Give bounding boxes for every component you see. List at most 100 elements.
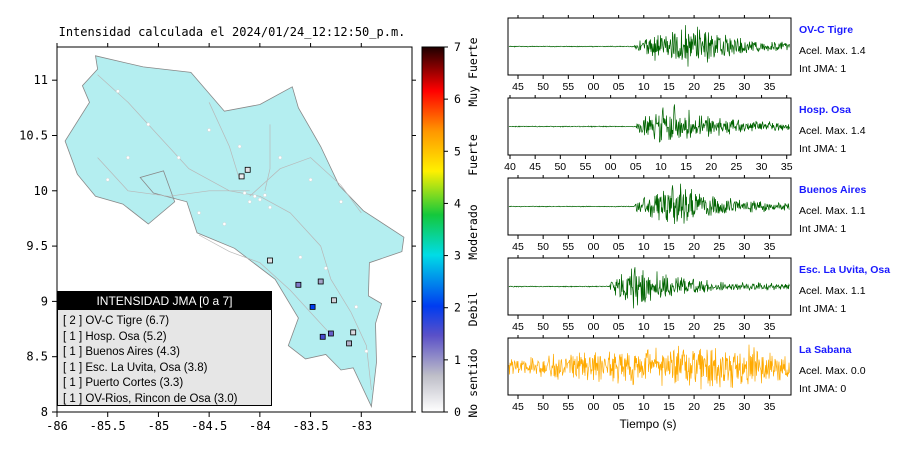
legend-item: [ 1 ] Buenos Aires (4.3) bbox=[63, 346, 180, 358]
waveform-line bbox=[508, 183, 790, 225]
trace-acel-max: Acel. Max. 1.4 bbox=[799, 125, 866, 137]
town-dot bbox=[258, 197, 262, 202]
waveform-line bbox=[508, 344, 790, 390]
trace-x-tick-label: 55 bbox=[562, 321, 574, 333]
town-dot bbox=[354, 305, 359, 309]
trace-x-tick-label: 45 bbox=[512, 401, 524, 413]
costa-rica-landmass bbox=[64, 55, 405, 408]
seismogram-panel: 45 50 55 00 05 10 15 20 25 30 35 OV-C Tigre Acel. Ma… bbox=[507, 15, 866, 93]
trace-x-tick-label: 00 bbox=[588, 241, 600, 253]
x-tick-label: -83.5 bbox=[293, 419, 329, 433]
town-dot bbox=[105, 177, 110, 182]
y-tick-label: 9.5 bbox=[26, 239, 48, 253]
trace-x-tick-label: 05 bbox=[630, 161, 642, 173]
legend-item: [ 1 ] Hosp. Osa (5.2) bbox=[63, 330, 167, 343]
trace-x-tick-label: 20 bbox=[688, 321, 700, 333]
trace-x-tick-label: 10 bbox=[638, 321, 650, 333]
trace-x-tick-label: 20 bbox=[688, 241, 700, 253]
trace-x-tick-label: 35 bbox=[764, 241, 776, 253]
trace-int-jma: Int JMA: 0 bbox=[799, 383, 846, 395]
road-line bbox=[259, 195, 372, 390]
x-tick-label: -85 bbox=[148, 419, 170, 433]
trace-x-tick-label: 15 bbox=[663, 81, 675, 93]
road-line bbox=[97, 157, 250, 197]
seismogram-panel: 45 50 55 00 05 10 15 20 25 30 35 Esc. La Uvita, Osa… bbox=[507, 255, 890, 333]
time-axis-label: Tiempo (s) bbox=[620, 417, 677, 431]
trace-station-name: Hosp. Osa bbox=[799, 104, 851, 116]
town-dot bbox=[197, 211, 201, 215]
town-dot bbox=[207, 128, 211, 132]
trace-x-tick-label: 25 bbox=[713, 241, 725, 253]
trace-x-tick-label: 00 bbox=[588, 321, 600, 333]
trace-x-tick-label: 25 bbox=[713, 321, 725, 333]
colorbar-category-label: Fuerte bbox=[466, 134, 480, 176]
trace-x-tick-label: 10 bbox=[638, 241, 650, 253]
trace-x-tick-label: 30 bbox=[756, 161, 768, 173]
colorbar-tick-label: 7 bbox=[454, 40, 461, 54]
colorbar-category-label: No sentido bbox=[466, 348, 480, 417]
town-dot bbox=[298, 255, 303, 260]
town-dot bbox=[247, 199, 252, 204]
road-line bbox=[97, 74, 260, 197]
intensity-legend: INTENSIDAD JMA [0 a 7] [ 2 ] OV-C Tigre … bbox=[57, 291, 272, 406]
trace-int-jma: Int JMA: 1 bbox=[799, 303, 846, 315]
trace-x-tick-label: 50 bbox=[537, 321, 549, 333]
y-tick-label: 8 bbox=[41, 405, 48, 419]
trace-x-tick-label: 30 bbox=[739, 241, 751, 253]
town-dot bbox=[176, 155, 181, 160]
colorbar-tick-label: 6 bbox=[454, 92, 461, 106]
waveform-line bbox=[508, 104, 790, 143]
waveform-line bbox=[508, 267, 790, 309]
y-tick-label: 10 bbox=[34, 184, 48, 198]
town-dot bbox=[242, 191, 247, 195]
legend-item: [ 1 ] Esc. La Uvita, Osa (3.8) bbox=[63, 361, 208, 374]
trace-x-tick-label: 10 bbox=[655, 161, 667, 173]
legend-item: [ 1 ] Puerto Cortes (3.3) bbox=[63, 377, 184, 389]
colorbar-category-label: Muy Fuerte bbox=[466, 37, 480, 106]
trace-x-tick-label: 55 bbox=[562, 81, 574, 93]
trace-x-tick-label: 05 bbox=[613, 321, 625, 333]
station-marker bbox=[295, 281, 302, 288]
road-line bbox=[249, 157, 362, 214]
trace-x-tick-label: 00 bbox=[588, 81, 600, 93]
road-line bbox=[208, 102, 240, 180]
town-dot bbox=[252, 194, 257, 199]
y-tick-label: 9 bbox=[41, 294, 48, 308]
town-dot bbox=[237, 144, 242, 149]
x-tick-label: -84.5 bbox=[191, 419, 227, 433]
colorbar-tick-label: 3 bbox=[454, 249, 461, 263]
town-dot bbox=[323, 266, 328, 271]
trace-x-tick-label: 25 bbox=[731, 161, 743, 173]
trace-int-jma: Int JMA: 1 bbox=[799, 223, 846, 235]
trace-station-name: Buenos Aires bbox=[799, 184, 866, 196]
trace-x-tick-label: 45 bbox=[512, 81, 524, 93]
trace-x-tick-label: 05 bbox=[613, 81, 625, 93]
trace-acel-max: Acel. Max. 1.1 bbox=[799, 205, 866, 217]
legend-list: [ 2 ] OV-C Tigre (6.7) [ 1 ] Hosp. Osa (… bbox=[63, 314, 271, 407]
station-marker bbox=[346, 340, 353, 347]
legend-item: [ 1 ] OV-Rios, Rincon de Osa (3.0) bbox=[63, 392, 238, 405]
seismogram-panel: 45 50 55 00 05 10 15 20 25 30 35 La Sabana Acel. Max… bbox=[507, 335, 866, 413]
station-marker bbox=[267, 257, 273, 264]
trace-x-tick-label: 55 bbox=[580, 161, 592, 173]
trace-x-tick-label: 10 bbox=[638, 81, 650, 93]
station-marker bbox=[330, 297, 337, 304]
trace-x-tick-label: 55 bbox=[562, 241, 574, 253]
trace-x-tick-label: 35 bbox=[764, 81, 776, 93]
trace-x-tick-label: 15 bbox=[663, 401, 675, 413]
trace-acel-max: Acel. Max. 0.0 bbox=[799, 365, 866, 377]
seismogram-panel: 40 45 50 55 00 05 10 15 20 25 30 35 Hosp. Osa Acel. M… bbox=[504, 95, 866, 173]
trace-int-jma: Int JMA: 1 bbox=[799, 63, 846, 75]
trace-x-tick-label: 15 bbox=[680, 161, 692, 173]
y-tick-label: 10.5 bbox=[19, 128, 48, 142]
colorbar-tick-label: 1 bbox=[454, 353, 461, 367]
colorbar-tick-label: 2 bbox=[454, 301, 461, 315]
x-tick-label: -86 bbox=[46, 419, 68, 433]
station-marker bbox=[319, 333, 326, 340]
colorbar-tick-label: 0 bbox=[454, 405, 461, 419]
trace-x-tick-label: 00 bbox=[605, 161, 617, 173]
legend-item: [ 2 ] OV-C Tigre (6.7) bbox=[63, 315, 170, 327]
trace-x-tick-label: 55 bbox=[562, 401, 574, 413]
town-dot bbox=[263, 193, 267, 197]
trace-x-tick-label: 50 bbox=[537, 241, 549, 253]
